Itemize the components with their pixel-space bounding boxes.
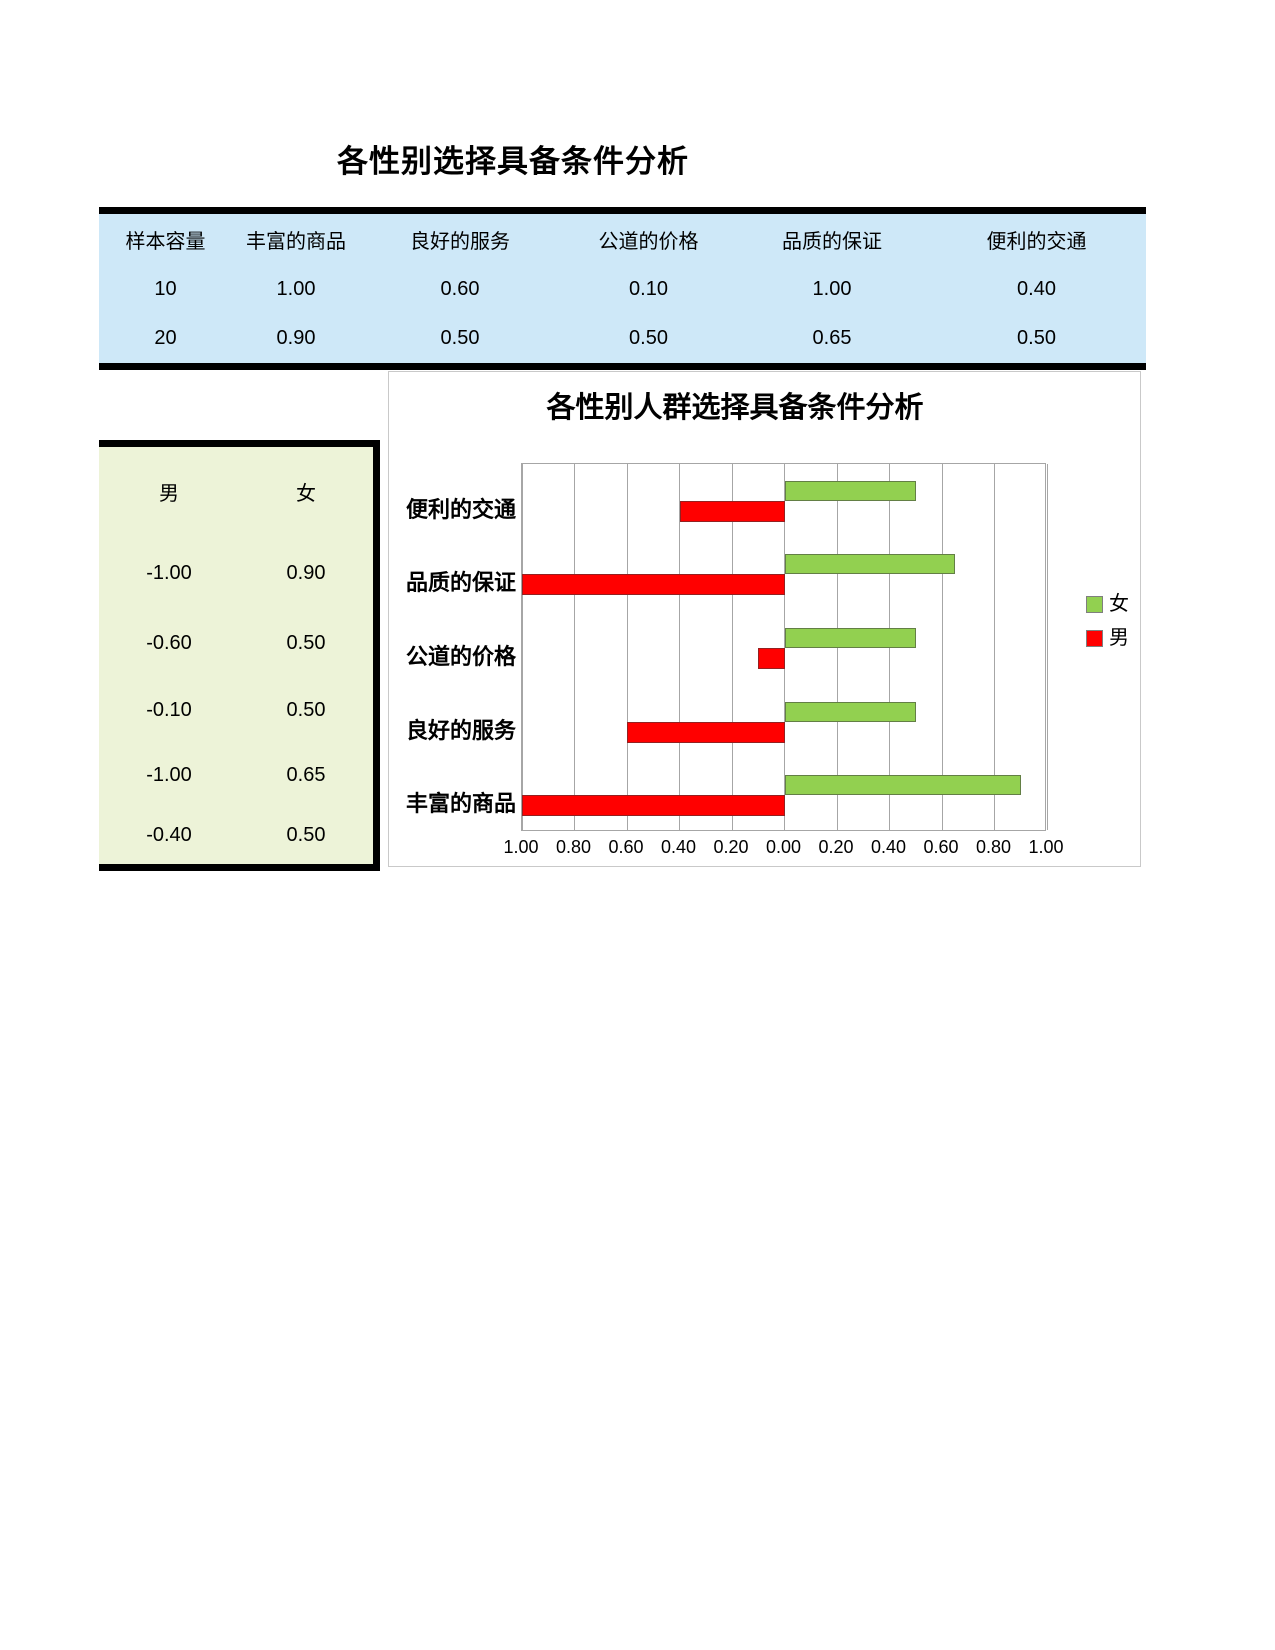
table-cell: 0.50 [440, 327, 480, 349]
table-cell: 0.10 [629, 277, 668, 300]
bar-male [627, 721, 785, 743]
table-cell: 0.90 [286, 561, 326, 584]
table-row: -1.00 0.90 [99, 536, 373, 610]
table-row: -0.60 0.50 [99, 610, 373, 677]
table-cell: 0.50 [286, 632, 326, 654]
x-tick-label: 0.60 [608, 837, 644, 857]
table-row: -1.00 0.65 [99, 743, 373, 807]
column-header-male: 男 [159, 483, 179, 505]
column-header-female: 女 [296, 483, 316, 505]
table-header-row: 样本容量 丰富的商品 良好的服务 公道的价格 品质的保证 便利的交通 [99, 214, 1146, 264]
category-label: 丰富的商品 [405, 791, 516, 817]
table-cell: 1.00 [276, 277, 316, 300]
x-tick-label: 0.60 [923, 837, 959, 857]
table-cell: 0.50 [629, 327, 668, 349]
x-tick-label: 0.80 [975, 837, 1012, 857]
table-row: -0.10 0.50 [99, 677, 373, 743]
table-cell: -0.40 [146, 824, 192, 846]
legend-label: 女 [1109, 593, 1129, 615]
grid-line [626, 464, 628, 830]
table-cell: 0.50 [1017, 327, 1056, 349]
column-header: 样本容量 [125, 230, 206, 253]
bar-female [784, 554, 956, 575]
bar-female [784, 701, 916, 722]
table-cell: 1.00 [812, 277, 852, 300]
table-row: 10 1.00 0.60 0.10 1.00 0.40 [99, 264, 1146, 314]
x-tick-label: 0.20 [818, 837, 854, 857]
x-tick-label: 1.00 [503, 837, 539, 857]
conditions-data-table: 样本容量 丰富的商品 良好的服务 公道的价格 品质的保证 便利的交通 10 1.… [99, 207, 1146, 370]
table-cell: 0.65 [812, 327, 852, 349]
x-tick-label: 0.80 [555, 837, 592, 857]
chart-container: 各性别人群选择具备条件分析 便利的交通品质的保证公道的价格良好的服务丰富的商品 1… [388, 371, 1141, 867]
table-cell: -0.10 [146, 698, 192, 721]
x-tick-label: 0.40 [660, 837, 697, 857]
legend-swatch [1086, 596, 1103, 613]
table-header-row: 男 女 [99, 447, 373, 536]
table-cell: 0.40 [1017, 277, 1056, 300]
grid-line [574, 464, 575, 830]
x-tick-label: 0.00 [765, 837, 802, 857]
column-header: 丰富的商品 [246, 230, 346, 253]
bar-male [522, 574, 785, 596]
category-label: 良好的服务 [405, 717, 516, 743]
bar-female [784, 775, 1021, 796]
grid-line [679, 464, 680, 830]
grid-line [521, 464, 523, 830]
table-cell: 20 [154, 327, 177, 349]
column-header: 良好的服务 [410, 230, 510, 253]
column-header: 公道的价格 [598, 230, 699, 253]
bar-male [522, 795, 785, 817]
legend-swatch [1086, 630, 1103, 647]
x-tick-label: 1.00 [1028, 837, 1064, 857]
category-label: 便利的交通 [405, 496, 516, 522]
table-cell: -1.00 [146, 561, 192, 584]
category-label: 品质的保证 [405, 570, 516, 596]
table-cell: 0.90 [276, 327, 316, 349]
grid-line [941, 464, 943, 830]
table-cell: 0.50 [286, 698, 326, 721]
category-label: 公道的价格 [405, 644, 516, 669]
column-header: 品质的保证 [782, 230, 882, 253]
grid-line [1046, 464, 1048, 830]
x-tick-label: 0.20 [713, 837, 749, 857]
table-row: -0.40 0.50 [99, 807, 373, 864]
table-cell: 0.50 [286, 824, 326, 846]
grid-line [994, 464, 995, 830]
column-header: 便利的交通 [986, 230, 1087, 253]
table-row: 20 0.90 0.50 0.50 0.65 0.50 [99, 314, 1146, 363]
table-cell: 0.60 [440, 277, 480, 300]
table-cell: 10 [154, 277, 177, 300]
bar-female [784, 628, 916, 648]
table-cell: -1.00 [146, 763, 192, 786]
bar-female [784, 480, 916, 501]
bar-male [758, 648, 785, 669]
page-title: 各性别选择具备条件分析 [337, 144, 689, 179]
bar-male [679, 500, 785, 522]
chart-title: 各性别人群选择具备条件分析 [546, 392, 924, 424]
plot-area [521, 463, 1048, 831]
grid-line [731, 464, 733, 830]
legend-label: 男 [1109, 627, 1129, 649]
table-cell: -0.60 [146, 632, 192, 654]
table-cell: 0.65 [286, 763, 326, 786]
gender-values-table: 男 女 -1.00 0.90 -0.60 0.50 -0.10 0.50 -1.… [99, 440, 380, 871]
x-tick-label: 0.40 [870, 837, 907, 857]
